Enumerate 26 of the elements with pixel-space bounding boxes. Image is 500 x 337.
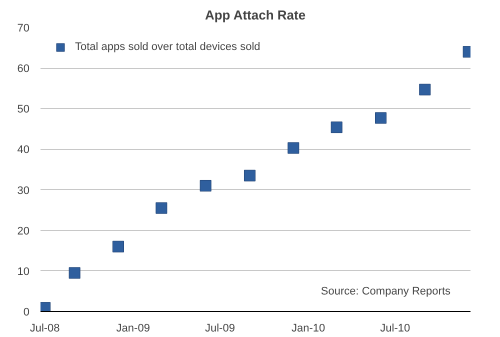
point (68, 267, 80, 279)
point (40, 302, 51, 312)
point (112, 240, 124, 252)
point (244, 170, 256, 182)
point (330, 122, 342, 134)
y-tick-label: 70 (17, 22, 30, 34)
chart-title: App Attach Rate (204, 8, 306, 22)
x-tick-label: Jul-10 (380, 322, 410, 334)
legend-label: Total apps sold over total devices sold (75, 41, 260, 53)
x-tick-label: Jan-09 (116, 322, 150, 334)
point (200, 180, 212, 192)
x-tick-label: Jan-10 (291, 322, 326, 334)
point (288, 142, 300, 154)
annotation: Source: Company Reports (320, 286, 451, 298)
y-tick-label: 10 (17, 266, 30, 278)
y-tick-label: 50 (17, 104, 30, 116)
point (375, 112, 387, 124)
y-tick-label: 30 (17, 184, 30, 197)
y-tick-label: 40 (17, 144, 30, 156)
x-tick-label: Jul-09 (205, 322, 235, 334)
x-tick-label: Jul-08 (30, 322, 60, 334)
point (156, 202, 168, 214)
y-tick-label: 0 (23, 306, 30, 318)
y-tick-label: 20 (17, 225, 30, 238)
point (419, 84, 431, 96)
y-tick-label: 60 (17, 63, 30, 76)
